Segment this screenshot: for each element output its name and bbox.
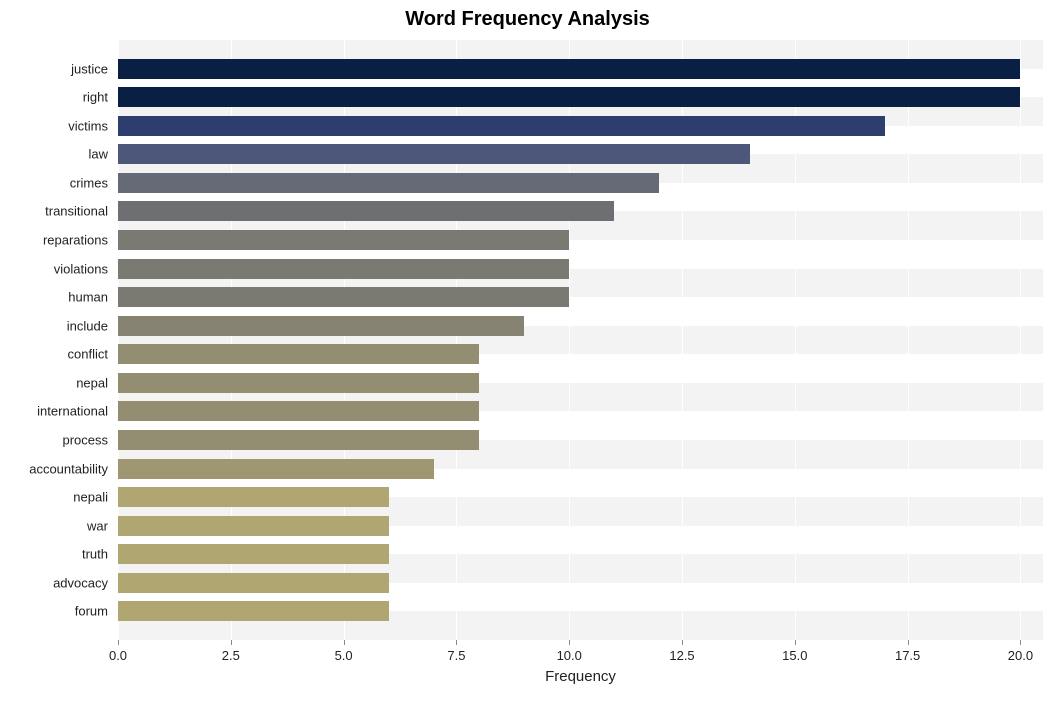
y-tick-label: accountability xyxy=(0,461,108,476)
x-tick-label: 0.0 xyxy=(109,648,127,663)
bar xyxy=(118,573,389,593)
y-tick-label: victims xyxy=(0,118,108,133)
x-tick-mark xyxy=(1020,640,1021,645)
bar xyxy=(118,59,1020,79)
bar xyxy=(118,401,479,421)
y-tick-label: conflict xyxy=(0,347,108,362)
y-tick-label: international xyxy=(0,404,108,419)
x-tick-mark xyxy=(344,640,345,645)
x-tick-label: 10.0 xyxy=(557,648,582,663)
x-tick-label: 15.0 xyxy=(782,648,807,663)
bar xyxy=(118,487,389,507)
x-tick-mark xyxy=(231,640,232,645)
bar xyxy=(118,601,389,621)
x-tick-mark xyxy=(569,640,570,645)
y-tick-label: nepal xyxy=(0,375,108,390)
bar xyxy=(118,373,479,393)
bar xyxy=(118,316,524,336)
x-axis-title: Frequency xyxy=(531,668,631,685)
bar xyxy=(118,230,569,250)
bar xyxy=(118,459,434,479)
bar xyxy=(118,516,389,536)
y-tick-label: justice xyxy=(0,61,108,76)
y-tick-label: transitional xyxy=(0,204,108,219)
x-tick-mark xyxy=(908,640,909,645)
x-tick-mark xyxy=(456,640,457,645)
x-tick-mark xyxy=(118,640,119,645)
x-tick-mark xyxy=(682,640,683,645)
y-tick-label: process xyxy=(0,433,108,448)
x-tick-mark xyxy=(795,640,796,645)
bar xyxy=(118,201,614,221)
y-tick-label: advocacy xyxy=(0,575,108,590)
y-tick-label: nepali xyxy=(0,490,108,505)
x-tick-label: 20.0 xyxy=(1008,648,1033,663)
bar xyxy=(118,144,750,164)
x-tick-label: 12.5 xyxy=(669,648,694,663)
y-tick-label: right xyxy=(0,90,108,105)
bar xyxy=(118,116,885,136)
y-tick-label: forum xyxy=(0,604,108,619)
chart-title: Word Frequency Analysis xyxy=(0,8,1055,31)
y-tick-label: include xyxy=(0,318,108,333)
bar xyxy=(118,287,569,307)
plot-area xyxy=(118,40,1043,640)
x-tick-label: 2.5 xyxy=(222,648,240,663)
y-tick-label: war xyxy=(0,518,108,533)
bar xyxy=(118,430,479,450)
grid-line xyxy=(908,40,909,640)
bar xyxy=(118,173,659,193)
x-tick-label: 5.0 xyxy=(335,648,353,663)
bar xyxy=(118,87,1020,107)
y-tick-label: reparations xyxy=(0,233,108,248)
y-tick-label: human xyxy=(0,290,108,305)
x-tick-label: 7.5 xyxy=(447,648,465,663)
y-tick-label: crimes xyxy=(0,175,108,190)
bar xyxy=(118,259,569,279)
y-tick-label: violations xyxy=(0,261,108,276)
chart-container: Word Frequency Analysis justice right vict… xyxy=(0,0,1055,701)
bar xyxy=(118,344,479,364)
y-tick-label: law xyxy=(0,147,108,162)
bar xyxy=(118,544,389,564)
grid-line xyxy=(1020,40,1021,640)
x-tick-label: 17.5 xyxy=(895,648,920,663)
y-tick-label: truth xyxy=(0,547,108,562)
